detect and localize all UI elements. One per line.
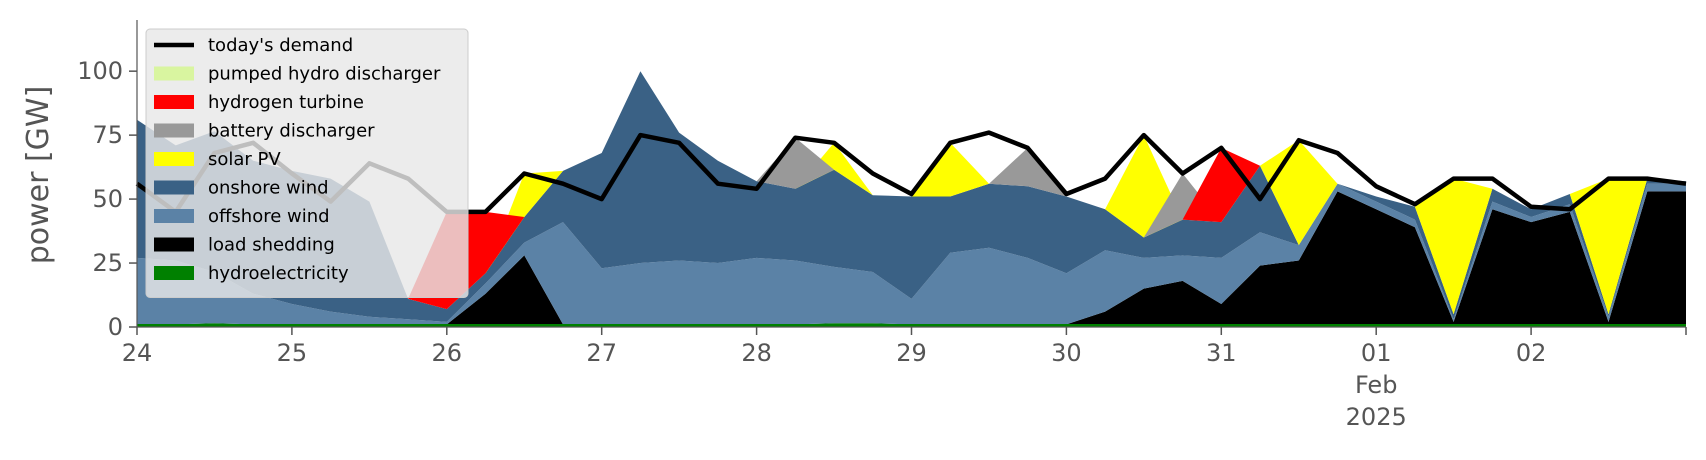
legend-label: hydrogen turbine — [208, 92, 364, 113]
y-tick-label: 50 — [92, 185, 123, 213]
legend-label: onshore wind — [208, 178, 329, 199]
legend-label: today's demand — [208, 35, 353, 56]
x-tick-label: 27 — [586, 339, 617, 367]
x-tick-label: 31 — [1206, 339, 1237, 367]
area-onshore-wind — [137, 71, 1686, 322]
legend-swatch — [154, 237, 194, 252]
legend-swatch — [154, 66, 194, 81]
legend-swatch — [154, 95, 194, 109]
x-tick-label: 26 — [432, 339, 463, 367]
legend: today's demand pumped hydro discharger hyd… — [145, 28, 469, 298]
y-axis-label: power [GW] — [21, 86, 56, 265]
x-axis: 24 25 26 27 28 29 30 31 01 02 Feb 2025 — [122, 326, 1687, 431]
legend-label: pumped hydro discharger — [208, 64, 441, 85]
y-tick-label: 100 — [77, 57, 123, 85]
y-tick-label: 25 — [92, 249, 123, 277]
legend-label: hydroelectricity — [208, 263, 349, 284]
x-tick-year-label: 2025 — [1346, 403, 1407, 431]
legend-swatch — [154, 266, 194, 280]
y-tick-label: 0 — [108, 313, 123, 341]
legend-label: load shedding — [208, 235, 335, 256]
legend-label: solar PV — [208, 149, 281, 170]
x-tick-label: 28 — [741, 339, 772, 367]
x-tick-label: 30 — [1051, 339, 1082, 367]
area-load-shedding — [137, 191, 1686, 325]
x-tick-label: 25 — [277, 339, 308, 367]
area-offshore-wind — [137, 183, 1686, 325]
x-tick-label: 29 — [896, 339, 927, 367]
x-tick-label: 02 — [1516, 339, 1547, 367]
x-tick-label: 01 — [1361, 339, 1392, 367]
x-tick-month-label: Feb — [1355, 371, 1398, 399]
legend-label: offshore wind — [208, 206, 330, 227]
x-tick-label: 24 — [122, 339, 153, 367]
legend-swatch — [154, 152, 194, 166]
legend-label: battery discharger — [208, 121, 375, 142]
y-axis: power [GW] 0 25 50 75 100 — [21, 20, 138, 341]
y-tick-label: 75 — [92, 121, 123, 149]
legend-box — [145, 28, 469, 298]
legend-swatch — [154, 123, 194, 138]
legend-swatch — [154, 209, 194, 223]
legend-swatch — [154, 180, 194, 195]
